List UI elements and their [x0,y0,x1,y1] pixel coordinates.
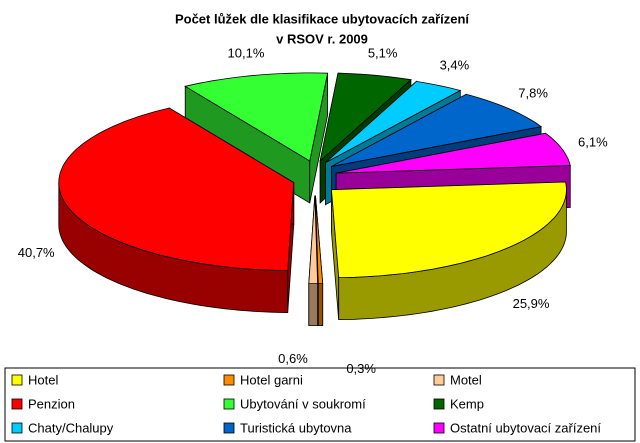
legend-swatch [11,398,23,410]
legend-swatch [433,374,445,386]
slice-top [331,181,567,279]
data-label: 5,1% [368,45,398,60]
slice-top [331,93,543,167]
slice-wall [308,283,318,326]
legend-label: Turistická ubytovna [240,420,352,435]
legend-box [4,367,636,442]
pie-slice [331,181,567,321]
legend-swatch [223,398,235,410]
legend-swatch [223,374,235,386]
legend-swatch [433,398,445,410]
pie-slice [58,107,295,314]
slice-top [308,195,319,284]
slice-top [319,72,412,162]
legend-label: Hotel garni [240,372,303,387]
data-label: 6,1% [578,134,608,149]
legend-label: Motel [450,372,482,387]
legend-swatch [11,374,23,386]
legend-swatch [11,422,23,434]
slice-top [58,107,295,272]
legend-label: Kemp [450,396,484,411]
data-label: 0,3% [346,361,376,376]
slice-top [325,80,462,163]
pie-slice [308,195,319,326]
legend-label: Ostatní ubytovací zařízení [450,420,601,435]
legend-label: Hotel [28,372,58,387]
chart-title: v RSOV r. 2009 [276,31,368,46]
legend-swatch [223,422,235,434]
data-label: 7,8% [518,86,548,101]
slice-top [315,195,324,284]
slice-top [336,132,571,174]
slice-wall [317,283,324,326]
data-label: 3,4% [440,58,470,73]
chart-title: Počet lůžek dle klasifikace ubytovacích … [175,11,469,26]
slice-top [184,72,329,162]
legend-label: Chaty/Chalupy [28,420,114,435]
legend-label: Ubytování v soukromí [240,396,366,411]
legend-label: Penzion [28,396,75,411]
data-label: 25,9% [513,296,550,311]
legend-swatch [433,422,445,434]
data-label: 0,6% [278,351,308,366]
data-label: 10,1% [228,46,265,61]
data-label: 40,7% [18,245,55,260]
